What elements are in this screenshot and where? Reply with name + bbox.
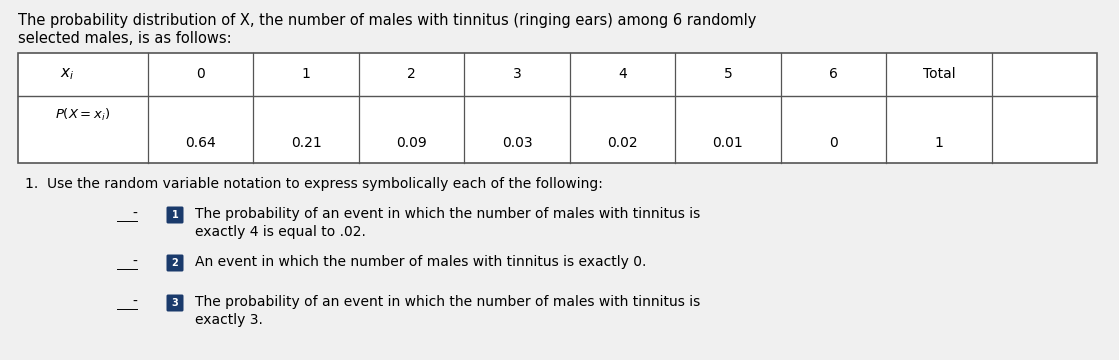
Text: -: - — [132, 207, 138, 221]
Text: $x_i$: $x_i$ — [60, 67, 75, 82]
Text: 0.64: 0.64 — [186, 136, 216, 150]
Text: 0.02: 0.02 — [608, 136, 638, 150]
Text: 1: 1 — [934, 136, 943, 150]
Text: selected males, is as follows:: selected males, is as follows: — [18, 31, 232, 46]
Bar — [18, 53, 1097, 163]
Text: 0: 0 — [829, 136, 838, 150]
FancyBboxPatch shape — [167, 207, 184, 224]
Text: 1: 1 — [302, 68, 311, 81]
Text: 1: 1 — [171, 210, 178, 220]
Text: 5: 5 — [724, 68, 732, 81]
Text: 2: 2 — [407, 68, 416, 81]
Text: 0.01: 0.01 — [713, 136, 743, 150]
Text: The probability of an event in which the number of males with tinnitus is
exactl: The probability of an event in which the… — [195, 207, 700, 239]
FancyBboxPatch shape — [167, 255, 184, 271]
Text: 0.21: 0.21 — [291, 136, 321, 150]
Text: 3: 3 — [513, 68, 521, 81]
Text: 0.03: 0.03 — [501, 136, 533, 150]
Text: The probability distribution of X, the number of males with tinnitus (ringing ea: The probability distribution of X, the n… — [18, 13, 756, 28]
Text: -: - — [132, 255, 138, 269]
Text: 2: 2 — [171, 258, 178, 268]
Text: Total: Total — [922, 68, 956, 81]
Text: -: - — [132, 295, 138, 309]
Text: An event in which the number of males with tinnitus is exactly 0.: An event in which the number of males wi… — [195, 255, 647, 269]
Text: 0: 0 — [196, 68, 205, 81]
Text: 0.09: 0.09 — [396, 136, 427, 150]
Text: 4: 4 — [618, 68, 627, 81]
Text: The probability of an event in which the number of males with tinnitus is
exactl: The probability of an event in which the… — [195, 295, 700, 327]
Text: 6: 6 — [829, 68, 838, 81]
Text: 1.  Use the random variable notation to express symbolically each of the followi: 1. Use the random variable notation to e… — [25, 177, 603, 191]
Text: $P(X = x_i)$: $P(X = x_i)$ — [55, 107, 111, 123]
Text: 3: 3 — [171, 298, 178, 308]
FancyBboxPatch shape — [167, 294, 184, 311]
